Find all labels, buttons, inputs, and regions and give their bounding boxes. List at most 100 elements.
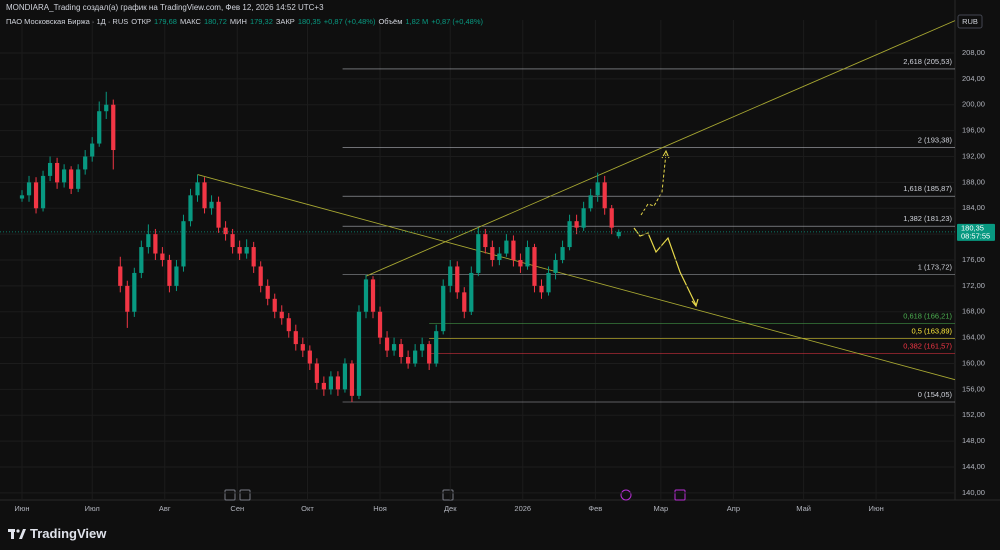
event-marker[interactable]	[674, 489, 686, 501]
candle-body	[118, 266, 123, 286]
candle-body	[69, 169, 74, 189]
candle-body	[420, 344, 425, 351]
event-marker[interactable]	[442, 489, 454, 501]
candle-body	[567, 221, 572, 248]
candle-body	[286, 318, 291, 332]
ohlc-value: 179,68	[154, 17, 177, 26]
fib-label: 0 (154,05)	[918, 390, 953, 399]
candle-body	[391, 344, 397, 351]
event-marker[interactable]	[224, 489, 236, 501]
candle-body	[314, 363, 319, 383]
arrow-head	[691, 298, 699, 308]
candle-body	[83, 156, 88, 170]
ohlc-value: 179,32	[249, 17, 273, 26]
currency: RUB	[962, 17, 978, 26]
candle-body	[216, 201, 221, 228]
candle-body	[553, 260, 558, 273]
x-tick-label: Май	[796, 504, 811, 513]
last-price-label: 180,35	[961, 223, 984, 232]
candle-body	[342, 363, 348, 390]
event-marker[interactable]	[239, 489, 251, 501]
candle-body	[251, 247, 256, 267]
candle-body	[111, 104, 116, 151]
candle-body	[132, 272, 137, 312]
candle-body	[97, 111, 102, 144]
fib-label: 0,382 (161,57)	[903, 341, 952, 350]
candle-body	[321, 382, 326, 390]
x-tick-label: Июн	[869, 504, 884, 513]
y-tick-label: 204,00	[962, 74, 985, 83]
candle-body	[497, 253, 502, 260]
candle-body	[265, 285, 270, 299]
x-tick-label: Июл	[85, 504, 100, 513]
candle-body	[532, 247, 537, 286]
dividend-marker[interactable]	[620, 489, 632, 501]
x-tick-label: Окт	[301, 504, 314, 513]
candle-body	[90, 143, 95, 157]
x-tick-label: Сен	[230, 504, 244, 513]
candle-body	[258, 266, 263, 286]
volume: 1,82 M	[405, 17, 429, 26]
x-tick-label: Мар	[654, 504, 669, 513]
candle-body	[47, 162, 53, 176]
y-tick-label: 188,00	[962, 177, 985, 186]
branding[interactable]: TradingView	[8, 526, 106, 541]
y-tick-label: 164,00	[962, 333, 985, 342]
y-tick-label: 144,00	[962, 462, 985, 471]
candle-body	[335, 376, 341, 390]
candle-body	[476, 234, 481, 273]
change: +0,87 (+0,48%)	[323, 17, 376, 26]
candle-body	[574, 221, 579, 228]
fib-label: 1,618 (185,87)	[903, 184, 952, 193]
volume-change: +0,87 (+0,48%)	[431, 17, 484, 26]
candle-body	[237, 247, 242, 254]
candle-body	[146, 234, 151, 248]
candle-body	[427, 344, 432, 364]
fib-label: 0,5 (163,89)	[912, 326, 953, 335]
candle-body	[279, 311, 284, 319]
y-tick-label: 156,00	[962, 384, 985, 393]
candle-body	[33, 182, 39, 209]
x-tick-label: Ноя	[373, 504, 387, 513]
x-tick-label: Апр	[727, 504, 740, 513]
candle-body	[26, 182, 32, 196]
x-tick-label: Авг	[159, 504, 171, 513]
candle-body	[434, 331, 439, 364]
candle-body	[581, 208, 586, 228]
fib-label: 0,618 (166,21)	[903, 311, 952, 320]
y-tick-label: 192,00	[962, 151, 985, 160]
candle-body	[174, 266, 179, 286]
y-tick-label: 140,00	[962, 488, 985, 497]
author-line: MONDIARA_Trading создал(а) график на Tra…	[6, 3, 324, 12]
fib-label: 2 (193,38)	[918, 136, 953, 145]
candle-body	[511, 240, 516, 260]
candle-body	[363, 279, 369, 312]
y-tick-label: 172,00	[962, 281, 985, 290]
candle-body	[209, 201, 214, 209]
y-tick-label: 208,00	[962, 48, 985, 57]
currency-box[interactable]	[957, 14, 983, 29]
candle-body	[483, 234, 488, 248]
ohlc-label: МАКС	[179, 17, 201, 26]
x-tick-label: 2026	[514, 504, 531, 513]
candle-body	[230, 234, 235, 248]
price-axis-bg	[955, 0, 1000, 550]
candle-body	[546, 272, 551, 293]
candle-body	[398, 344, 404, 358]
y-tick-label: 152,00	[962, 410, 985, 419]
candle-body	[244, 247, 249, 254]
y-tick-label: 160,00	[962, 358, 985, 367]
brand-name: TradingView	[30, 526, 107, 541]
candle-body	[609, 208, 614, 228]
candle-body	[300, 344, 305, 351]
x-tick-label: Июн	[14, 504, 29, 513]
candle-body	[307, 350, 312, 364]
legend: ПАО Московская Биржа · 1Д · RUS ОТКР 179,…	[6, 17, 483, 26]
candle-body	[595, 182, 600, 196]
candle-body	[616, 231, 621, 237]
candle-body	[441, 285, 446, 332]
logo	[8, 528, 26, 539]
projection-down	[633, 227, 697, 306]
candle-body	[356, 311, 362, 396]
